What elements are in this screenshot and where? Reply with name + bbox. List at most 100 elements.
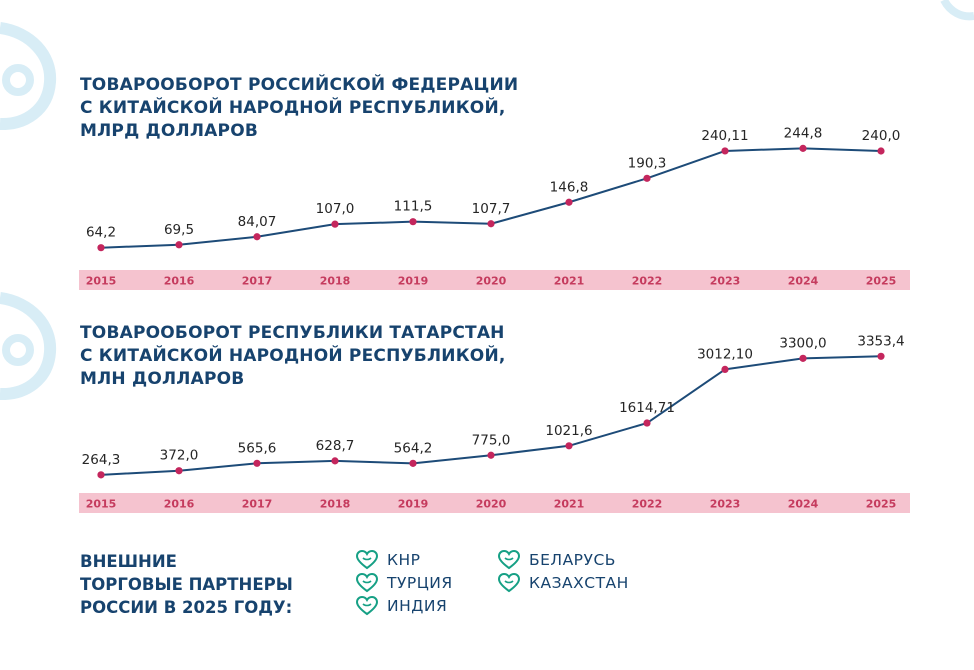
partner-item: БЕЛАРУСЬ (498, 550, 616, 570)
chart-1-title-line-2: С КИТАЙСКОЙ НАРОДНОЙ РЕСПУБЛИКОЙ, (80, 98, 506, 118)
heart-leaf-icon (498, 550, 520, 570)
heart-leaf-icon (356, 596, 378, 616)
data-label: 107,7 (472, 201, 511, 217)
x-tick-label: 2017 (242, 275, 273, 288)
data-label: 565,6 (238, 440, 277, 456)
data-label: 190,3 (628, 155, 667, 171)
data-point (565, 198, 573, 206)
chart-2-title-line-2: С КИТАЙСКОЙ НАРОДНОЙ РЕСПУБЛИКОЙ, (80, 346, 506, 366)
data-label: 69,5 (164, 222, 194, 238)
data-label: 775,0 (472, 432, 511, 448)
data-point (721, 147, 729, 155)
x-tick-label: 2020 (476, 275, 507, 288)
heart-leaf-icon (356, 573, 378, 593)
x-tick-label: 2024 (788, 498, 819, 511)
data-label: 146,8 (550, 179, 589, 195)
data-label: 564,2 (394, 440, 433, 456)
data-label: 264,3 (82, 452, 121, 468)
data-point (331, 457, 339, 465)
data-point (409, 218, 417, 226)
data-point (97, 244, 105, 252)
chart-1-title: ТОВАРООБОРОТ РОССИЙСКОЙ ФЕДЕРАЦИИ С КИТА… (80, 74, 518, 143)
data-point (877, 147, 885, 155)
partners-title: ВНЕШНИЕ ТОРГОВЫЕ ПАРТНЕРЫ РОССИИ В 2025 … (80, 550, 293, 619)
chart-2-title-line-3: МЛН ДОЛЛАРОВ (80, 369, 245, 389)
chart-2: 2015 2016 2017 2018 2019 2020 2021 2022 2023 2024… (79, 333, 910, 513)
chart-1-title-line-3: МЛРД ДОЛЛАРОВ (80, 121, 259, 141)
x-tick-label: 2015 (86, 275, 117, 288)
data-label: 240,11 (701, 128, 748, 144)
data-label: 3353,4 (857, 333, 904, 349)
partner-label: КАЗАХСТАН (529, 574, 629, 592)
partner-item: КНР (356, 550, 421, 570)
heart-leaf-icon (356, 550, 378, 570)
year-band (79, 493, 910, 513)
x-tick-label: 2017 (242, 498, 273, 511)
year-band (79, 270, 910, 290)
partner-item: КАЗАХСТАН (498, 573, 629, 593)
chart-1-title-line-1: ТОВАРООБОРОТ РОССИЙСКОЙ ФЕДЕРАЦИИ (80, 75, 519, 95)
x-tick-label: 2022 (632, 498, 663, 511)
x-tick-label: 2019 (398, 498, 429, 511)
partner-item: ИНДИЯ (356, 596, 447, 616)
data-point (253, 233, 261, 241)
data-point (799, 354, 807, 362)
data-point (799, 144, 807, 152)
partners-title-line-3: РОССИИ В 2025 ГОДУ: (80, 598, 293, 617)
data-label: 3012,10 (697, 346, 753, 362)
x-tick-label: 2016 (164, 498, 195, 511)
x-tick-label: 2023 (710, 275, 741, 288)
data-label: 111,5 (394, 199, 433, 215)
chart-2-title: ТОВАРООБОРОТ РЕСПУБЛИКИ ТАТАРСТАН С КИТА… (80, 322, 506, 391)
x-tick-label: 2016 (164, 275, 195, 288)
x-tick-label: 2019 (398, 275, 429, 288)
ornament-top-right (940, 0, 974, 21)
partners-title-line-1: ВНЕШНИЕ (80, 552, 177, 571)
data-label: 240,0 (862, 128, 901, 144)
x-tick-label: 2025 (866, 275, 897, 288)
series-line (100, 147, 882, 249)
chart-1: 2015 2016 2017 2018 2019 2020 2021 2022 2023 2024… (79, 125, 910, 290)
x-tick-label: 2023 (710, 498, 741, 511)
data-label: 628,7 (316, 438, 355, 454)
partner-label: ИНДИЯ (387, 597, 448, 615)
data-point (643, 174, 651, 182)
data-label: 84,07 (238, 214, 277, 230)
data-point (409, 459, 417, 467)
x-tick-label: 2021 (554, 498, 585, 511)
x-tick-label: 2024 (788, 275, 819, 288)
data-label: 3300,0 (779, 335, 826, 351)
x-tick-label: 2022 (632, 275, 663, 288)
x-tick-label: 2018 (320, 498, 351, 511)
data-label: 372,0 (160, 448, 199, 464)
heart-leaf-icon (498, 573, 520, 593)
data-point (721, 365, 729, 374)
x-tick-label: 2025 (866, 498, 897, 511)
data-point (643, 419, 651, 427)
partner-item: ТУРЦИЯ (356, 573, 453, 593)
data-label: 1614,71 (619, 400, 675, 416)
data-point (877, 352, 885, 360)
data-point (175, 241, 183, 249)
data-point (331, 220, 339, 228)
chart-2-title-line-1: ТОВАРООБОРОТ РЕСПУБЛИКИ ТАТАРСТАН (80, 323, 505, 343)
data-point (487, 220, 495, 228)
data-label: 244,8 (784, 125, 823, 141)
data-point (175, 467, 183, 475)
partners-title-line-2: ТОРГОВЫЕ ПАРТНЕРЫ (80, 575, 293, 594)
data-point (565, 442, 573, 450)
x-tick-label: 2021 (554, 275, 585, 288)
x-tick-label: 2018 (320, 275, 351, 288)
data-label: 64,2 (86, 225, 116, 241)
ornament-middle-left (0, 292, 57, 400)
data-point (487, 451, 495, 459)
x-tick-label: 2020 (476, 498, 507, 511)
ornament-top-left (0, 22, 57, 130)
partner-label: ТУРЦИЯ (387, 574, 453, 592)
data-point (253, 459, 261, 467)
x-tick-label: 2015 (86, 498, 117, 511)
partner-label: КНР (387, 551, 421, 569)
data-label: 1021,6 (545, 423, 592, 439)
partner-label: БЕЛАРУСЬ (529, 551, 616, 569)
data-point (97, 471, 105, 479)
